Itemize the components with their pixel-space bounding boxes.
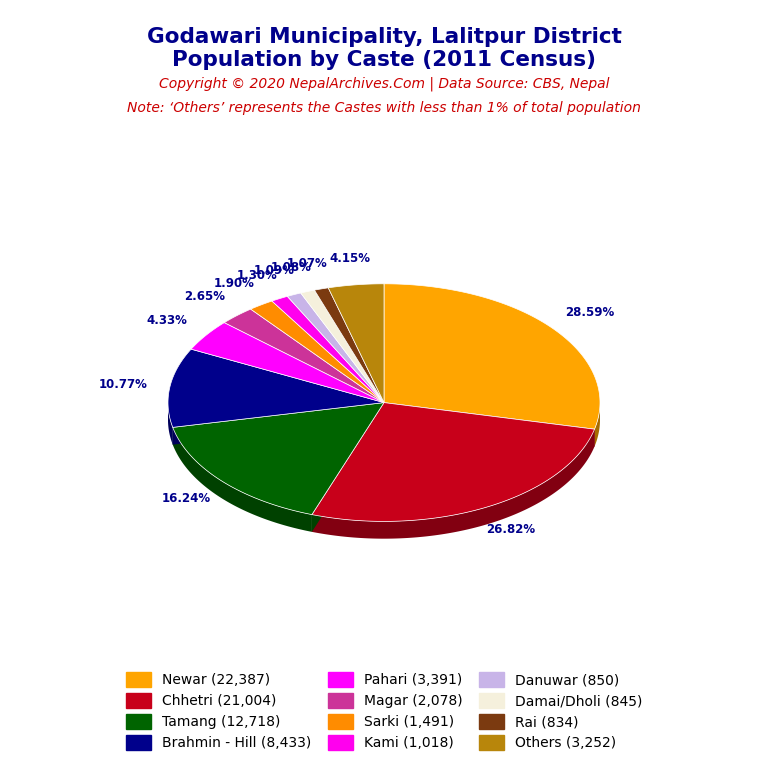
Text: Population by Caste (2011 Census): Population by Caste (2011 Census) [172,50,596,70]
Text: 28.59%: 28.59% [565,306,614,319]
Polygon shape [173,402,384,515]
Text: 1.07%: 1.07% [287,257,328,270]
Polygon shape [312,402,384,532]
Polygon shape [272,296,384,402]
Polygon shape [312,402,384,532]
Text: Note: ‘Others’ represents the Castes with less than 1% of total population: Note: ‘Others’ represents the Castes wit… [127,101,641,115]
Polygon shape [384,402,594,446]
Text: Copyright © 2020 NepalArchives.Com | Data Source: CBS, Nepal: Copyright © 2020 NepalArchives.Com | Dat… [159,77,609,91]
Polygon shape [594,404,600,446]
Polygon shape [314,288,384,402]
Text: 1.90%: 1.90% [214,277,254,290]
Polygon shape [168,349,384,427]
Polygon shape [191,323,384,402]
Text: 1.08%: 1.08% [270,260,311,273]
Polygon shape [328,284,384,402]
Text: 4.15%: 4.15% [329,253,370,266]
Text: 1.09%: 1.09% [253,264,295,277]
Polygon shape [173,427,312,532]
Polygon shape [384,284,600,429]
Polygon shape [312,402,594,521]
Text: 16.24%: 16.24% [161,492,210,505]
Polygon shape [250,301,384,402]
Polygon shape [224,310,384,402]
Polygon shape [287,293,384,402]
Polygon shape [312,429,594,538]
Text: Godawari Municipality, Lalitpur District: Godawari Municipality, Lalitpur District [147,27,621,47]
Polygon shape [168,403,173,445]
Text: 2.65%: 2.65% [184,290,225,303]
Polygon shape [173,402,384,445]
Legend: Newar (22,387), Chhetri (21,004), Tamang (12,718), Brahmin - Hill (8,433), Pahar: Newar (22,387), Chhetri (21,004), Tamang… [118,665,650,757]
Polygon shape [173,402,384,445]
Polygon shape [384,402,594,446]
Text: 26.82%: 26.82% [486,523,535,536]
Text: 4.33%: 4.33% [147,314,187,327]
Text: 1.30%: 1.30% [237,270,277,282]
Text: 10.77%: 10.77% [98,378,147,391]
Polygon shape [301,290,384,402]
